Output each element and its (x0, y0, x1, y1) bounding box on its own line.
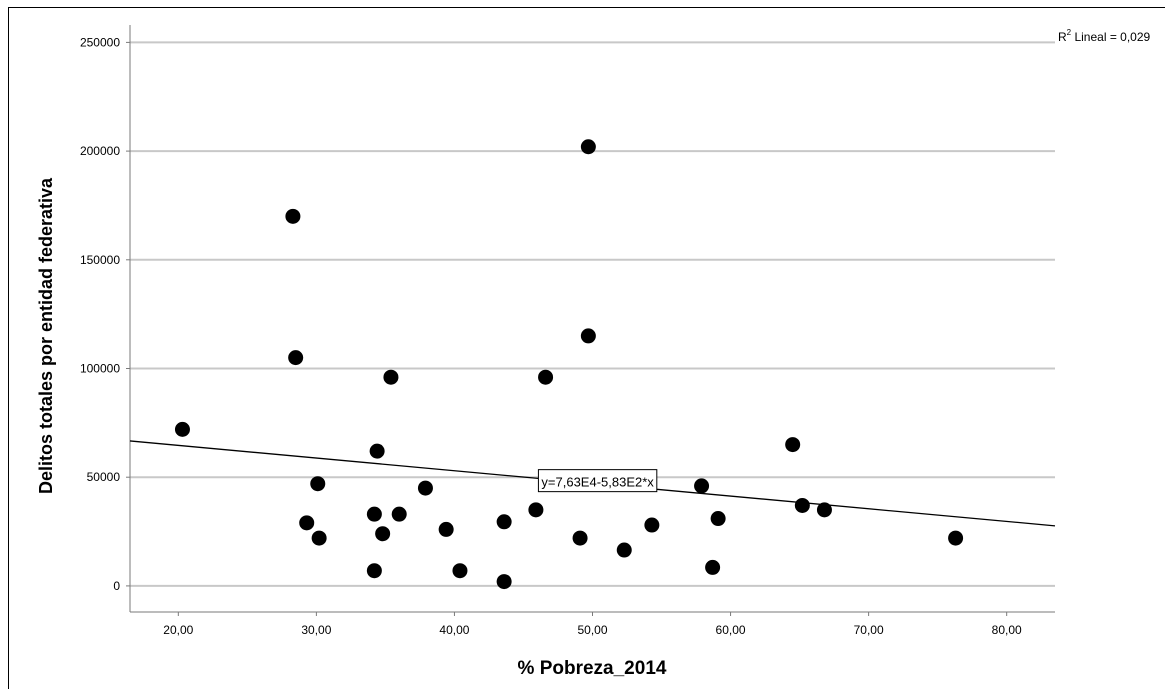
r-squared-superscript: 2 (1067, 28, 1072, 37)
x-tick-label: 20,00 (163, 623, 193, 637)
r-squared-prefix: R (1058, 30, 1067, 44)
fit-label-group: y=7,63E4-5,83E2*x (537, 469, 658, 493)
x-tick-label: 50,00 (577, 623, 607, 637)
data-point (311, 530, 327, 546)
data-point (417, 480, 433, 496)
y-tick-label: 0 (113, 579, 120, 593)
x-tick-label: 80,00 (992, 623, 1022, 637)
data-point (710, 511, 726, 527)
y-tick-label: 100000 (80, 362, 120, 376)
data-point (948, 530, 964, 546)
axes (129, 25, 1055, 613)
data-point (705, 559, 721, 575)
y-tick-label: 150000 (80, 253, 120, 267)
data-point (310, 476, 326, 492)
data-point (375, 526, 391, 542)
data-point (369, 443, 385, 459)
x-axis-title: % Pobreza_2014 (518, 658, 667, 679)
data-point (794, 497, 810, 513)
data-point (285, 208, 301, 224)
x-tick-label: 70,00 (854, 623, 884, 637)
data-point (496, 574, 512, 590)
data-point (694, 478, 710, 494)
r-squared-legend: R2 Lineal = 0,029 (1058, 28, 1151, 44)
data-point (288, 350, 304, 366)
chart-frame (8, 7, 1165, 689)
r-squared-value: Lineal = 0,029 (1071, 30, 1150, 44)
data-point (174, 421, 190, 437)
data-point (644, 517, 660, 533)
fit-equation-box: y=7,63E4-5,83E2*x (537, 469, 658, 493)
y-tick-label: 250000 (80, 35, 120, 49)
y-tick-labels: 0 50000 100000 150000 200000 250000 (80, 35, 120, 593)
x-tick-label: 60,00 (716, 623, 746, 637)
x-tick-label: 40,00 (439, 623, 469, 637)
data-point (438, 521, 454, 537)
data-point (580, 328, 596, 344)
y-tick-label: 50000 (87, 470, 121, 484)
data-point (616, 542, 632, 558)
data-point (299, 515, 315, 531)
data-point (366, 506, 382, 522)
x-tick-label: 30,00 (301, 623, 331, 637)
data-point (538, 369, 554, 385)
data-points (174, 139, 964, 590)
x-tick-labels: 20,00 30,00 40,00 50,00 60,00 70,00 80,00 (163, 612, 1022, 637)
data-point (452, 563, 468, 579)
gridlines (126, 41, 1055, 587)
data-point (496, 514, 512, 530)
data-point (580, 139, 596, 155)
fit-equation-border (537, 469, 658, 493)
data-point (383, 369, 399, 385)
data-point (366, 563, 382, 579)
data-point (391, 506, 407, 522)
data-point (816, 502, 832, 518)
y-tick-label: 200000 (80, 144, 120, 158)
fit-equation-label: y=7,63E4-5,83E2*x (541, 475, 654, 490)
data-point (528, 502, 544, 518)
y-axis-title: Delitos totales por entidad federativa (36, 177, 56, 494)
data-point (572, 530, 588, 546)
data-point (785, 437, 801, 453)
